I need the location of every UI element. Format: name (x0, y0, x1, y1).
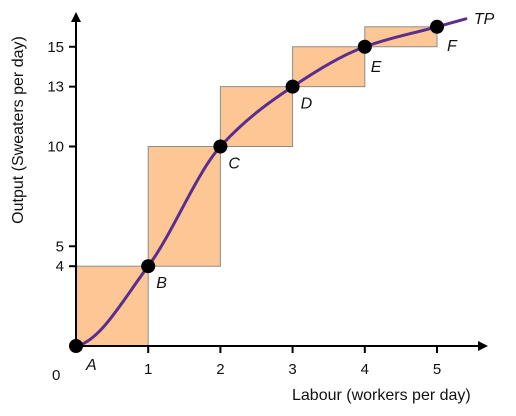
x-axis-arrow (478, 341, 488, 351)
x-tick-label-2: 2 (216, 361, 224, 378)
point-label-b: B (156, 275, 167, 292)
data-points (69, 19, 444, 353)
point-label-d: D (301, 96, 313, 113)
y-tick-label-5: 5 (56, 238, 64, 255)
x-axis-title: Labour (workers per day) (292, 387, 471, 404)
y-tick-label-13: 13 (47, 79, 64, 96)
y-tick-label-15: 15 (47, 39, 64, 56)
point-label-c: C (228, 156, 240, 173)
series-label-tp: TP (474, 11, 495, 28)
x-tick-label-1: 1 (144, 361, 152, 378)
text-labels: 0 Labour (workers per day) Output (Sweat… (10, 11, 495, 404)
point-label-e: E (371, 59, 382, 76)
marginal-product-steps (75, 26, 438, 347)
y-tick-label-4: 4 (56, 258, 64, 275)
step-bar-1 (75, 265, 149, 347)
point-f (430, 19, 444, 34)
point-a (69, 339, 83, 353)
x-tick-label-3: 3 (288, 361, 296, 378)
x-tick-label-5: 5 (433, 361, 441, 378)
y-axis-arrow (71, 12, 81, 22)
point-b (141, 259, 156, 274)
point-e (357, 39, 372, 54)
y-axis-title: Output (Sweaters per day) (10, 36, 27, 224)
origin-label: 0 (52, 367, 60, 384)
point-d (285, 79, 300, 94)
y-tick-label-10: 10 (47, 139, 64, 156)
point-c (213, 139, 228, 154)
point-label-a: A (85, 357, 97, 374)
x-tick-label-4: 4 (361, 361, 369, 378)
point-label-f: F (447, 38, 458, 55)
axes (69, 12, 488, 353)
